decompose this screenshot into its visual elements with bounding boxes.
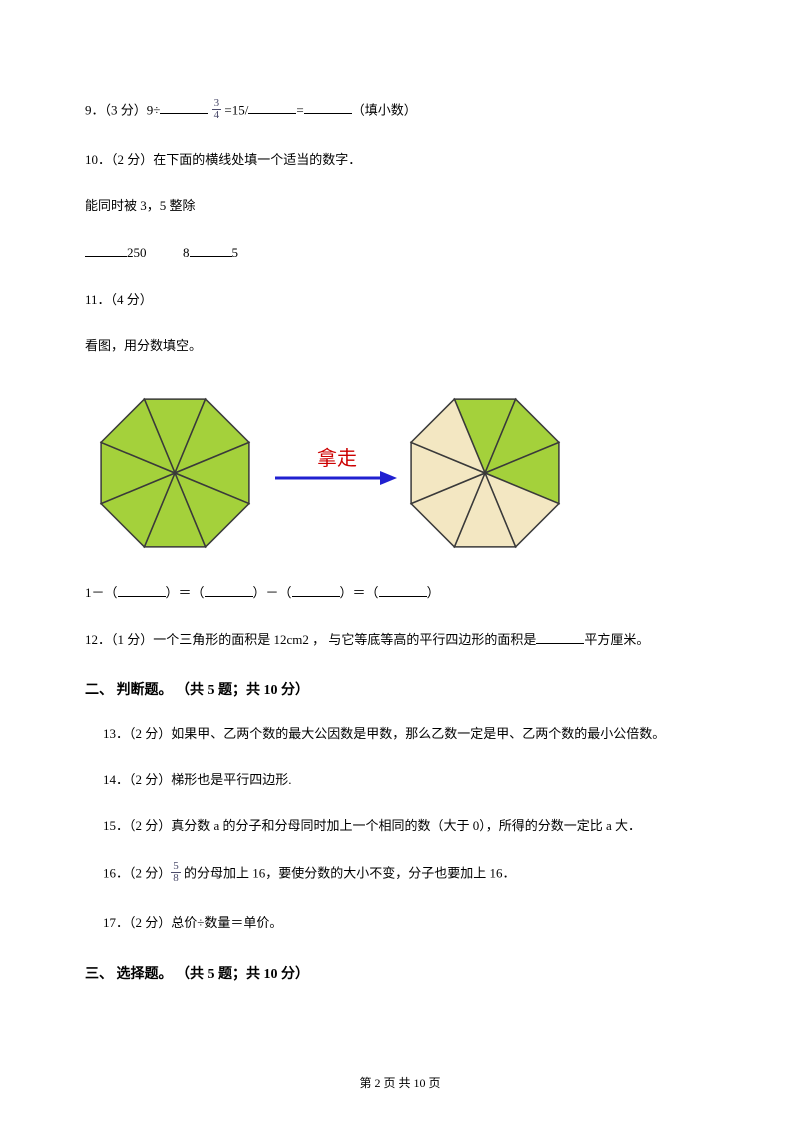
question-16: 16．（2 分）58 的分母加上 16，要使分数的大小不变，分子也要加上 16． [103,863,715,886]
q10-label: 10．（2 分）在下面的横线处填一个适当的数字． [85,151,715,169]
question-11: 11．（4 分） [85,291,715,309]
blank [160,100,208,114]
section-3-title: 三、 选择题。 （共 5 题；共 10 分） [85,965,715,985]
q10-line2-block: 能同时被 3，5 整除 [85,197,715,215]
blank [190,243,232,257]
q11-label: 11．（4 分） [85,292,153,307]
page-footer: 第 2 页 共 10 页 [0,1075,800,1092]
question-13: 13．（2 分）如果甲、乙两个数的最大公因数是甲数，那么乙数一定是甲、乙两个数的… [103,725,715,743]
q10-fill: 250 85 [85,243,715,262]
fraction-5-8: 58 [171,861,181,884]
question-12: 12．（1 分）一个三角形的面积是 12cm2 ， 与它等底等高的平行四边形的面… [85,630,715,649]
question-14: 14．（2 分）梯形也是平行四边形. [103,771,715,789]
blank [118,583,166,597]
question-10: 10．（2 分）在下面的横线处填一个适当的数字． [85,151,715,169]
q10-bpost: 5 [232,245,239,260]
q12-label: 12．（1 分）一个三角形的面积是 12cm2 ， 与它等底等高的平行四边形的面… [85,632,536,647]
q9-label: 9．（3 分）9÷ [85,102,160,117]
q11-line2: 看图，用分数填空。 [85,338,202,353]
arrow-text: 拿走 [317,446,357,470]
q9-tail: （填小数） [352,102,417,117]
octagon-svg: 拿走 [85,383,585,563]
section-2-title: 二、 判断题。 （共 5 题；共 10 分） [85,681,715,701]
q9-eq: = [296,102,303,117]
blank [292,583,340,597]
q11-expr: 1－（）＝（）－（）＝（） [85,583,715,602]
q10-a: 250 [127,245,147,260]
question-17: 17．（2 分）总价÷数量＝单价。 [103,914,715,932]
question-15: 15．（2 分）真分数 a 的分子和分母同时加上一个相同的数（大于 0），所得的… [103,817,715,835]
q9-mid: =15/ [224,102,248,117]
q12-tail: 平方厘米。 [584,632,649,647]
blank [379,583,427,597]
blank [536,630,584,644]
blank [304,100,352,114]
question-9: 9．（3 分）9÷ 34 =15/ = （填小数） [85,100,715,123]
fraction-3-4: 34 [212,98,222,121]
blank [205,583,253,597]
blank [85,243,127,257]
q11-line2-block: 看图，用分数填空。 [85,337,715,355]
octagon-diagram: 拿走 [85,383,715,563]
blank [248,100,296,114]
q10-line2: 能同时被 3，5 整除 [85,198,196,213]
